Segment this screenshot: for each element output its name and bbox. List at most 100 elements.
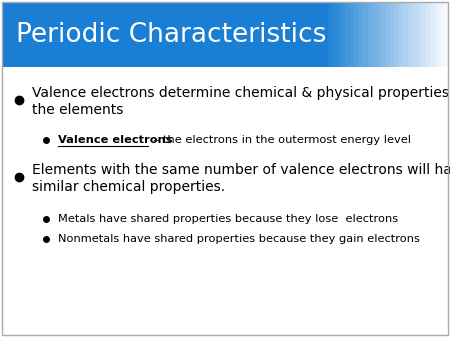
Bar — [323, 2, 328, 67]
Bar — [180, 2, 185, 67]
Bar — [363, 2, 368, 67]
Bar — [207, 2, 211, 67]
Bar — [225, 2, 230, 67]
Bar — [38, 2, 42, 67]
Bar — [136, 2, 140, 67]
Bar — [314, 2, 319, 67]
Bar — [47, 2, 51, 67]
Bar — [60, 2, 64, 67]
Bar — [444, 2, 448, 67]
Bar — [279, 2, 283, 67]
Bar — [386, 2, 390, 67]
Bar — [118, 2, 122, 67]
Text: Valence electrons: Valence electrons — [58, 135, 172, 145]
Bar — [265, 2, 270, 67]
Bar — [185, 2, 189, 67]
Bar — [390, 2, 395, 67]
Bar — [310, 2, 314, 67]
Bar — [33, 2, 38, 67]
Text: Periodic Characteristics: Periodic Characteristics — [16, 22, 326, 48]
Bar — [319, 2, 323, 67]
Bar — [230, 2, 234, 67]
Bar — [2, 2, 6, 67]
Bar — [194, 2, 198, 67]
Bar — [346, 2, 350, 67]
Bar — [421, 2, 426, 67]
Bar — [234, 2, 238, 67]
Bar — [87, 2, 91, 67]
Bar — [243, 2, 248, 67]
Bar — [20, 2, 24, 67]
Bar — [332, 2, 337, 67]
Bar — [399, 2, 403, 67]
Bar — [377, 2, 381, 67]
Bar — [220, 2, 225, 67]
Bar — [158, 2, 162, 67]
Text: the elements: the elements — [32, 103, 123, 117]
Bar — [328, 2, 332, 67]
Bar — [274, 2, 279, 67]
Bar — [131, 2, 136, 67]
Bar — [96, 2, 100, 67]
Bar — [301, 2, 305, 67]
Bar — [64, 2, 69, 67]
Bar — [395, 2, 399, 67]
Bar — [337, 2, 341, 67]
Text: Nonmetals have shared properties because they gain electrons: Nonmetals have shared properties because… — [58, 234, 420, 244]
Bar — [426, 2, 430, 67]
Bar — [122, 2, 127, 67]
Bar — [256, 2, 261, 67]
Bar — [198, 2, 202, 67]
Bar — [42, 2, 47, 67]
Bar — [127, 2, 131, 67]
Bar — [24, 2, 29, 67]
Bar — [202, 2, 207, 67]
Bar — [283, 2, 288, 67]
Bar — [372, 2, 377, 67]
Text: Elements with the same number of valence electrons will have: Elements with the same number of valence… — [32, 163, 450, 177]
Bar — [73, 2, 78, 67]
Bar — [238, 2, 243, 67]
Bar — [189, 2, 194, 67]
Bar — [412, 2, 417, 67]
Bar — [359, 2, 363, 67]
Bar — [11, 2, 15, 67]
Bar — [288, 2, 292, 67]
Bar — [176, 2, 180, 67]
Bar — [297, 2, 301, 67]
Bar — [91, 2, 96, 67]
Bar — [408, 2, 412, 67]
Bar — [167, 2, 171, 67]
Bar — [341, 2, 346, 67]
Bar — [430, 2, 435, 67]
Bar — [51, 2, 55, 67]
Bar — [153, 2, 158, 67]
Bar — [162, 2, 167, 67]
Bar — [82, 2, 87, 67]
Bar — [212, 2, 216, 67]
Text: Valence electrons determine chemical & physical properties of: Valence electrons determine chemical & p… — [32, 86, 450, 100]
Text: similar chemical properties.: similar chemical properties. — [32, 180, 225, 194]
Bar — [104, 2, 109, 67]
Bar — [292, 2, 297, 67]
Bar — [350, 2, 354, 67]
Text: – the electrons in the outermost energy level: – the electrons in the outermost energy … — [150, 135, 411, 145]
Bar — [171, 2, 176, 67]
Bar — [55, 2, 60, 67]
Bar — [100, 2, 104, 67]
Bar — [381, 2, 386, 67]
Bar — [305, 2, 310, 67]
Bar — [145, 2, 149, 67]
Bar — [216, 2, 220, 67]
Bar — [6, 2, 11, 67]
Bar — [78, 2, 82, 67]
Bar — [113, 2, 118, 67]
Bar — [29, 2, 33, 67]
Bar — [248, 2, 252, 67]
Bar — [403, 2, 408, 67]
Bar — [261, 2, 265, 67]
Bar — [15, 2, 20, 67]
Bar — [252, 2, 256, 67]
Bar — [354, 2, 359, 67]
Bar — [435, 2, 439, 67]
